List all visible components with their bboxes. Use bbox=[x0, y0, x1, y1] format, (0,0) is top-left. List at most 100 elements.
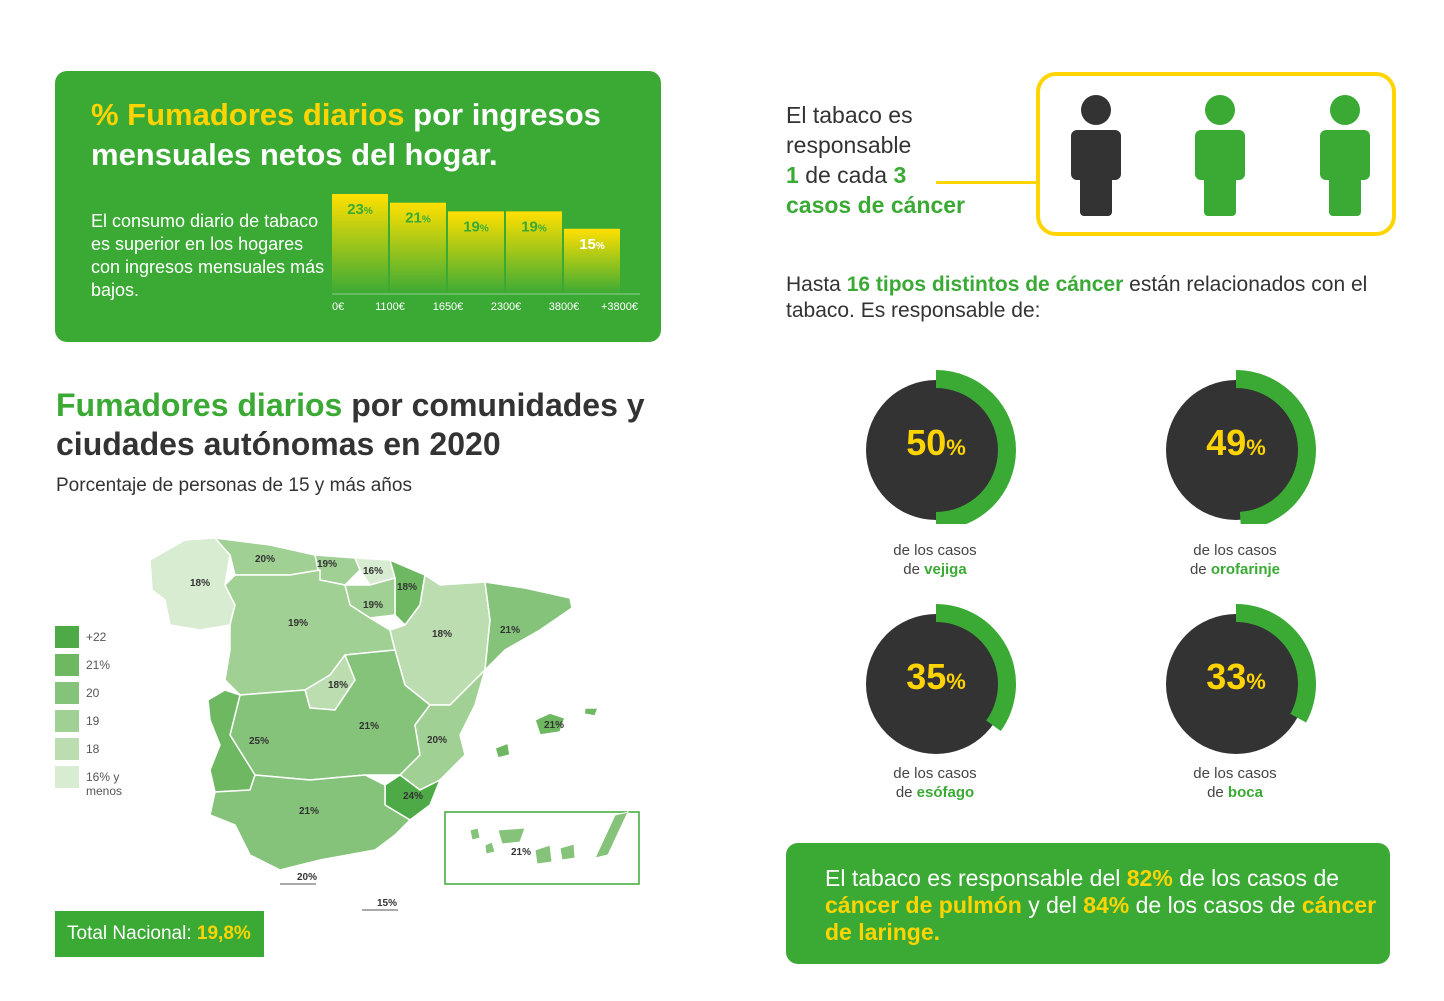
donut-caption-orofarinje: de los casos de orofarinje bbox=[1189, 542, 1281, 578]
total-national-box: Total Nacional: 19,8% bbox=[55, 911, 264, 957]
legend-swatch bbox=[55, 682, 79, 704]
legend-item: +22 bbox=[55, 626, 195, 650]
legend-item: 18 bbox=[55, 738, 195, 762]
label-madrid: 18% bbox=[328, 680, 348, 691]
income-tick-label: 1650€ bbox=[433, 301, 464, 313]
responsibility-line4: casos de cáncer bbox=[786, 192, 966, 218]
donut-caption-vejiga: de los casos de vejiga bbox=[893, 542, 977, 578]
region-andalucia bbox=[209, 774, 411, 871]
region-canarias-island bbox=[534, 844, 553, 865]
label-cantabria: 19% bbox=[317, 559, 337, 570]
legend-label: 19 bbox=[86, 714, 100, 728]
donut-value: 33% bbox=[1206, 656, 1266, 697]
region-canarias-island bbox=[469, 827, 481, 841]
income-bar-label: 21% bbox=[405, 210, 431, 227]
legend-swatch bbox=[55, 766, 79, 788]
legend-swatch bbox=[55, 710, 79, 732]
label-extremadura: 25% bbox=[249, 736, 269, 747]
label-murcia: 24% bbox=[403, 791, 423, 802]
region-cataluna bbox=[484, 581, 573, 671]
responsibility-middle: de cada bbox=[805, 162, 888, 188]
income-tick-label: +3800€ bbox=[601, 301, 638, 313]
region-canarias-island bbox=[497, 827, 526, 845]
income-tick-label: 3800€ bbox=[549, 301, 580, 313]
donut-caption-esofago: de los casos de esófago bbox=[893, 765, 977, 801]
total-label: Total Nacional: bbox=[67, 923, 192, 944]
income-bar bbox=[564, 228, 620, 294]
income-bar bbox=[332, 194, 388, 294]
income-tick-label: 1100€ bbox=[375, 301, 405, 313]
people-box bbox=[1036, 72, 1396, 236]
legend-swatch bbox=[55, 738, 79, 760]
label-castilla-leon: 19% bbox=[288, 618, 308, 629]
income-bar bbox=[448, 211, 504, 294]
person-dark-icon bbox=[1071, 95, 1121, 216]
legend-label: +22 bbox=[86, 630, 107, 644]
income-description: El consumo diario de tabaco es superior … bbox=[91, 211, 325, 300]
donut-arc bbox=[1236, 370, 1316, 530]
map-subtitle: Porcentaje de personas de 15 y más años bbox=[56, 475, 412, 496]
region-valenciana bbox=[399, 669, 486, 791]
donut-core bbox=[866, 380, 1006, 520]
donut-vejiga: 50% bbox=[856, 364, 1016, 530]
total-value: 19,8% bbox=[196, 923, 251, 944]
bottom-panel: El tabaco es responsable del 82% de los … bbox=[786, 843, 1390, 964]
region-canarias-island bbox=[594, 811, 629, 859]
region-canarias-island bbox=[484, 841, 496, 855]
donut-orofarinje: 49% bbox=[1156, 364, 1316, 530]
bottom-text: El tabaco es responsable del 82% de los … bbox=[825, 865, 1377, 945]
responsibility-line3: 1 de cada 3 bbox=[786, 160, 1006, 190]
region-baleares-ibiza bbox=[494, 742, 511, 759]
map-title-rest: por comunidades y ciudades autónomas en … bbox=[56, 387, 645, 462]
legend-label: 20 bbox=[86, 686, 100, 700]
donut-arc bbox=[1236, 604, 1316, 723]
region-canarias-island bbox=[559, 843, 576, 861]
income-bar-chart: 23% 21% 19% 19% 15% 0€ 1100€ 1650€ 2300€ 3800€ +3… bbox=[332, 194, 640, 313]
income-title-rest: por ingresos mensuales netos del hogar. bbox=[91, 97, 601, 172]
income-tick-label: 0€ bbox=[332, 301, 344, 313]
responsibility-line2: responsable bbox=[786, 132, 912, 158]
legend-label: 18 bbox=[86, 742, 100, 756]
label-aragon: 18% bbox=[432, 629, 452, 640]
label-andalucia: 21% bbox=[299, 806, 319, 817]
donut-core bbox=[1166, 380, 1306, 520]
label-navarra: 18% bbox=[397, 582, 417, 593]
legend-item: 19 bbox=[55, 710, 195, 734]
person-green-icon bbox=[1195, 95, 1245, 216]
donut-value: 35% bbox=[906, 656, 966, 697]
donut-caption-boca: de los casos de boca bbox=[1193, 765, 1277, 801]
legend-item: 21% bbox=[55, 654, 195, 678]
income-bar-label: 23% bbox=[347, 201, 373, 218]
donut-core bbox=[1166, 614, 1306, 754]
donut-boca: 33% bbox=[1156, 598, 1316, 758]
legend-item: 20 bbox=[55, 682, 195, 706]
legend-swatch bbox=[55, 654, 79, 676]
label-galicia: 18% bbox=[190, 578, 210, 589]
label-melilla: 15% bbox=[377, 898, 397, 909]
label-ceuta: 20% bbox=[297, 872, 317, 883]
income-bar-label: 19% bbox=[521, 218, 547, 235]
responsibility-text: El tabaco es responsable 1 de cada 3 cas… bbox=[786, 100, 1006, 220]
donut-arc bbox=[936, 370, 1016, 530]
legend-label: 21% bbox=[86, 658, 111, 672]
person-green-icon bbox=[1320, 95, 1370, 216]
legend-item: 16% y menos bbox=[55, 766, 195, 798]
income-panel: % Fumadores diarios por ingresos mensual… bbox=[55, 71, 661, 342]
label-asturias: 20% bbox=[255, 554, 275, 565]
spain-map: 18% 20% 19% 16% 18% 19% 19% 18% 21% 18% … bbox=[149, 537, 640, 911]
donut-arc bbox=[936, 604, 1016, 732]
income-bar bbox=[506, 211, 562, 294]
label-valenciana: 20% bbox=[427, 735, 447, 746]
income-bar-label: 15% bbox=[579, 236, 605, 253]
income-bar bbox=[390, 202, 446, 294]
map-title-highlight: Fumadores diarios bbox=[56, 387, 343, 423]
responsibility-line1: El tabaco es bbox=[786, 102, 913, 128]
income-title: % Fumadores diarios por ingresos mensual… bbox=[91, 95, 651, 175]
income-title-highlight: % Fumadores diarios bbox=[91, 97, 405, 132]
label-pais-vasco: 16% bbox=[363, 566, 383, 577]
legend-label: 16% y menos bbox=[86, 770, 123, 798]
cancer-types-intro: Hasta 16 tipos distintos de cáncer están… bbox=[786, 272, 1396, 324]
map-title: Fumadores diarios por comunidades y ciud… bbox=[56, 386, 696, 464]
responsibility-num2: 3 bbox=[893, 162, 907, 188]
region-baleares-mallorca bbox=[534, 712, 566, 736]
